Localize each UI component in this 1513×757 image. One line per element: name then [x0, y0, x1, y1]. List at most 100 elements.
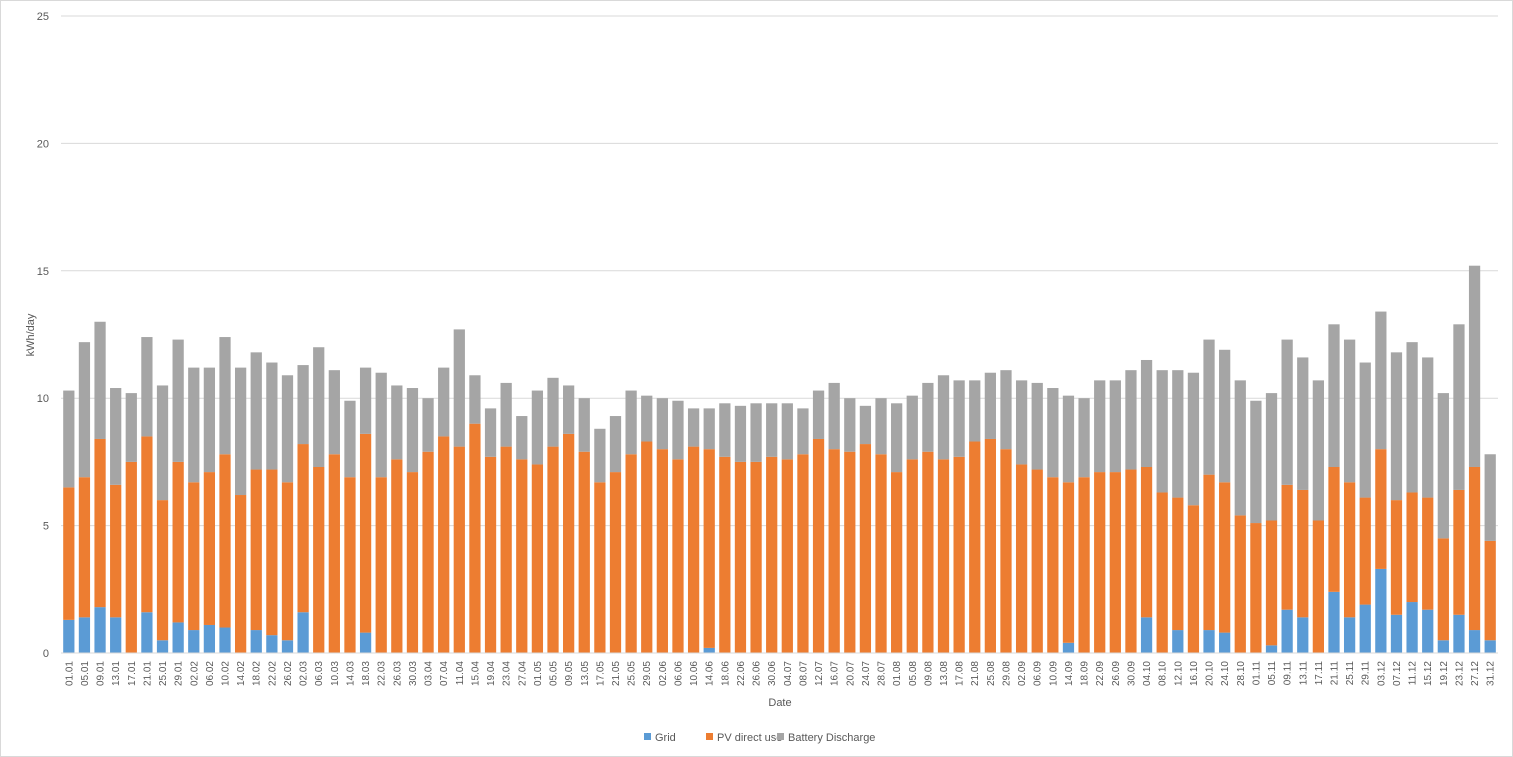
bar-pv-direct-use [891, 472, 903, 653]
bar-battery-discharge [1484, 454, 1496, 541]
bar-pv-direct-use [1094, 472, 1106, 653]
x-tick-label: 23.12 [1454, 661, 1465, 686]
x-tick-label: 21.05 [611, 661, 622, 686]
bar-pv-direct-use [1437, 538, 1449, 641]
bar-pv-direct-use [1422, 497, 1434, 610]
bar-pv-direct-use [594, 482, 606, 653]
bar-pv-direct-use [1000, 449, 1012, 653]
x-tick-label: 06.09 [1033, 661, 1044, 686]
x-tick-label: 02.02 [189, 661, 200, 686]
x-tick-label: 05.11 [1267, 661, 1278, 686]
bar-battery-discharge [375, 372, 387, 478]
bar-pv-direct-use [906, 459, 918, 653]
bar-pv-direct-use [719, 456, 731, 653]
legend-label-battery-discharge: Battery Discharge [788, 732, 875, 744]
bar-pv-direct-use [1297, 489, 1309, 618]
bar-pv-direct-use [625, 454, 637, 653]
x-tick-label: 08.07 [798, 661, 809, 686]
bar-pv-direct-use [531, 464, 544, 653]
bar-pv-direct-use [1125, 469, 1137, 653]
bar-grid [1390, 614, 1403, 653]
y-tick-label: 15 [37, 266, 49, 278]
bar-pv-direct-use [1078, 477, 1090, 653]
bar-battery-discharge [875, 398, 887, 455]
x-tick-label: 09.11 [1283, 661, 1294, 686]
x-tick-label: 13.08 [939, 661, 950, 686]
x-tick-label: 01.01 [64, 661, 75, 686]
bar-pv-direct-use [203, 472, 216, 625]
bar-pv-direct-use [1250, 523, 1262, 653]
bar-pv-direct-use [172, 461, 184, 623]
x-tick-label: 18.03 [361, 661, 372, 686]
bar-battery-discharge [359, 367, 372, 434]
bar-pv-direct-use [359, 433, 372, 633]
bar-battery-discharge [563, 385, 575, 434]
bar-grid [1437, 640, 1449, 653]
bar-grid [172, 622, 184, 653]
x-axis-title: Date [768, 697, 791, 709]
y-tick-label: 25 [37, 11, 49, 23]
bar-battery-discharge [125, 393, 137, 462]
bar-battery-discharge [781, 403, 793, 460]
x-tick-label: 05.01 [80, 661, 91, 686]
bar-battery-discharge [484, 408, 497, 457]
x-tick-label: 23.04 [502, 661, 513, 686]
x-tick-label: 12.10 [1173, 661, 1184, 686]
bar-grid [110, 617, 122, 653]
x-tick-label: 08.10 [1158, 661, 1169, 686]
x-tick-label: 28.07 [877, 661, 888, 686]
bar-pv-direct-use [141, 436, 153, 613]
bar-pv-direct-use [1156, 492, 1168, 653]
bar-pv-direct-use [1468, 467, 1481, 631]
x-tick-label: 31.12 [1486, 661, 1497, 686]
bar-battery-discharge [922, 382, 934, 452]
bar-pv-direct-use [969, 441, 981, 653]
x-tick-label: 21.11 [1329, 661, 1340, 686]
bar-battery-discharge [547, 377, 559, 447]
x-tick-label: 29.05 [642, 661, 653, 686]
bar-pv-direct-use [1265, 520, 1278, 646]
bar-grid [141, 612, 153, 653]
bar-pv-direct-use [1312, 520, 1324, 653]
bar-battery-discharge [1250, 400, 1262, 524]
bar-battery-discharge [1265, 393, 1278, 521]
bar-pv-direct-use [328, 454, 340, 653]
x-tick-label: 12.07 [814, 661, 825, 686]
bar-battery-discharge [391, 385, 403, 460]
bar-battery-discharge [672, 400, 684, 460]
x-tick-label: 19.12 [1439, 661, 1450, 686]
bar-pv-direct-use [578, 451, 590, 653]
x-tick-label: 14.09 [1064, 661, 1075, 686]
bar-pv-direct-use [266, 469, 278, 636]
bar-pv-direct-use [422, 451, 434, 653]
x-tick-label: 06.03 [314, 661, 325, 686]
x-tick-label: 29.11 [1361, 661, 1372, 686]
x-tick-label: 17.11 [1314, 661, 1325, 686]
bar-battery-discharge [500, 382, 512, 447]
bar-battery-discharge [422, 398, 434, 452]
x-tick-label: 10.09 [1048, 661, 1059, 686]
bar-battery-discharge [984, 372, 996, 439]
x-tick-label: 26.06 [752, 661, 763, 686]
bar-grid [1172, 630, 1184, 653]
bar-grid [1375, 568, 1387, 653]
bar-grid [1468, 630, 1481, 653]
bar-pv-direct-use [1062, 482, 1075, 643]
bar-battery-discharge [203, 367, 216, 473]
bar-battery-discharge [937, 375, 950, 460]
legend-swatch-pv-direct-use [706, 733, 713, 740]
bar-battery-discharge [63, 390, 75, 488]
x-tick-label: 18.02 [252, 661, 263, 686]
bar-grid [281, 640, 294, 653]
bar-pv-direct-use [297, 444, 309, 613]
x-tick-label: 10.02 [221, 661, 232, 686]
bar-pv-direct-use [1031, 469, 1043, 653]
bar-battery-discharge [609, 416, 622, 473]
bar-pv-direct-use [63, 487, 75, 620]
bar-pv-direct-use [1187, 505, 1200, 653]
bar-battery-discharge [766, 403, 778, 457]
bar-battery-discharge [78, 342, 91, 478]
bar-pv-direct-use [1140, 467, 1153, 618]
bar-pv-direct-use [1484, 540, 1496, 641]
